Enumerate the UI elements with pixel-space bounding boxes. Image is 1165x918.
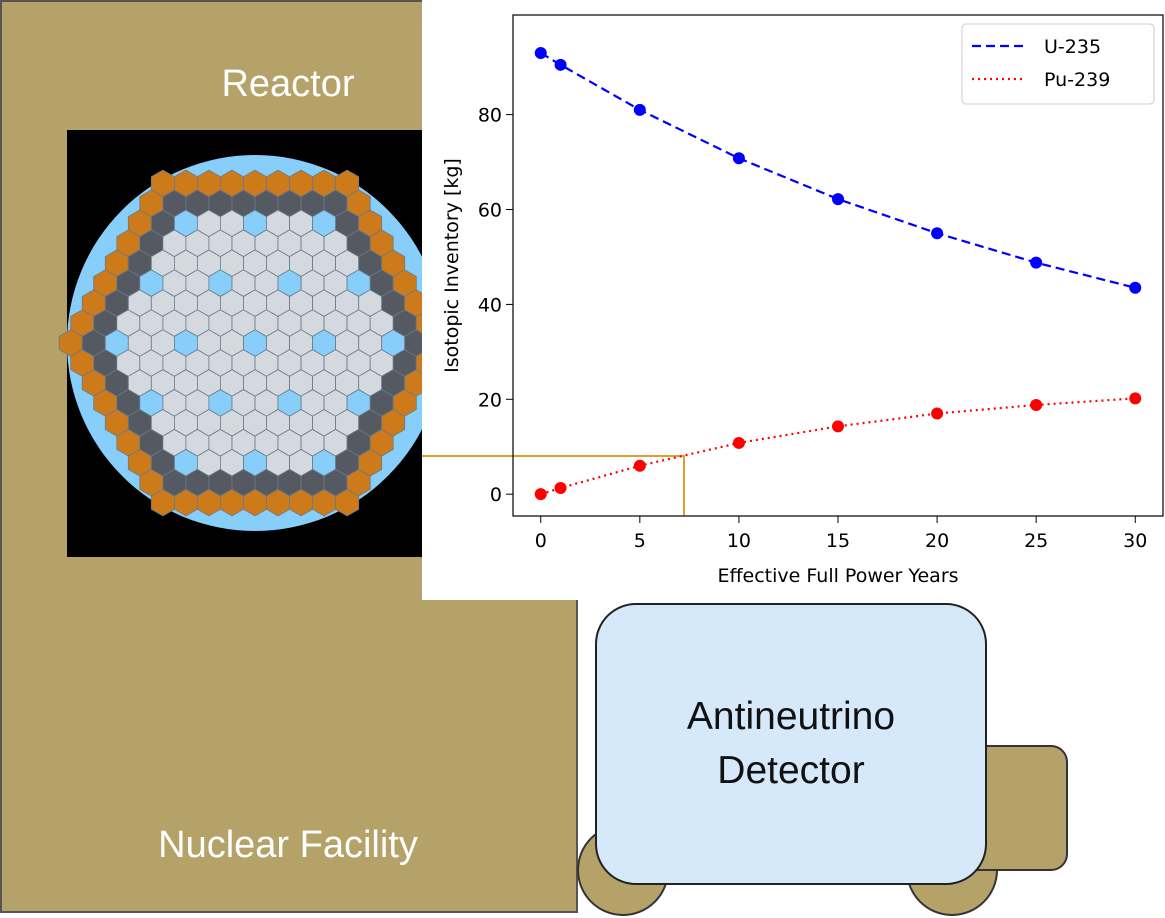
data-point <box>832 420 844 432</box>
data-point <box>535 47 547 59</box>
data-point <box>1030 257 1042 269</box>
detector-label: Antineutrino <box>687 695 895 738</box>
y-tick-label: 20 <box>478 389 502 411</box>
reactor-label: Reactor <box>221 63 354 105</box>
data-point <box>1030 399 1042 411</box>
x-tick-label: 25 <box>1024 530 1048 552</box>
detector-label: Detector <box>717 749 864 792</box>
data-point <box>931 227 943 239</box>
y-tick-label: 80 <box>478 105 502 127</box>
data-point <box>1129 282 1141 294</box>
page: {"facility": {"label": "Nuclear Facility… <box>0 0 1165 918</box>
data-point <box>1129 392 1141 404</box>
x-tick-label: 20 <box>925 530 949 552</box>
detector-box <box>596 604 986 884</box>
x-tick-label: 15 <box>826 530 850 552</box>
data-point <box>555 59 567 71</box>
y-axis-label: Isotopic Inventory [kg] <box>441 158 463 373</box>
x-tick-label: 10 <box>727 530 751 552</box>
scene: Reactor Nuclear Facility Antineutrino De… <box>0 0 1165 918</box>
data-point <box>832 193 844 205</box>
x-tick-label: 5 <box>634 530 646 552</box>
legend-label: Pu-239 <box>1044 69 1110 91</box>
data-point <box>555 482 567 494</box>
x-tick-label: 30 <box>1123 530 1147 552</box>
data-point <box>634 104 646 116</box>
facility-label: Nuclear Facility <box>158 824 418 866</box>
data-point <box>634 460 646 472</box>
y-tick-label: 0 <box>490 484 502 506</box>
legend-label: U-235 <box>1044 36 1101 58</box>
data-point <box>535 488 547 500</box>
data-point <box>931 408 943 420</box>
data-point <box>733 437 745 449</box>
x-axis-label: Effective Full Power Years <box>717 565 958 587</box>
x-tick-label: 0 <box>535 530 547 552</box>
y-tick-label: 60 <box>478 200 502 222</box>
data-point <box>733 152 745 164</box>
y-tick-label: 40 <box>478 294 502 316</box>
